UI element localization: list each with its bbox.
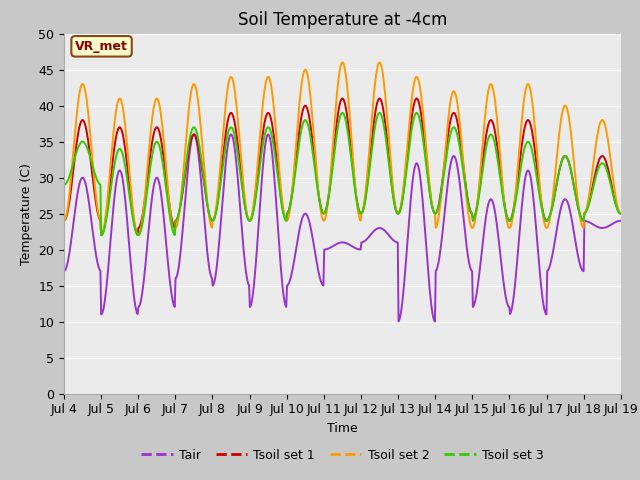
- Tair: [431, 319, 439, 324]
- Tair: [190, 132, 198, 137]
- Tair: [428, 300, 435, 306]
- Tsoil set 3: [70, 157, 78, 163]
- Tsoil set 3: [185, 142, 193, 147]
- Tsoil set 1: [214, 195, 222, 201]
- Tsoil set 1: [70, 161, 78, 167]
- Tair: [617, 218, 625, 224]
- Tair: [411, 164, 419, 170]
- Tair: [214, 251, 222, 257]
- Tair: [127, 268, 135, 274]
- Tsoil set 2: [428, 200, 436, 206]
- Tsoil set 2: [97, 232, 105, 238]
- Tsoil set 1: [97, 232, 105, 238]
- Title: Soil Temperature at -4cm: Soil Temperature at -4cm: [237, 11, 447, 29]
- Y-axis label: Temperature (C): Temperature (C): [20, 163, 33, 264]
- Tsoil set 2: [412, 75, 419, 81]
- X-axis label: Time: Time: [327, 422, 358, 435]
- Tsoil set 2: [617, 211, 625, 216]
- Tsoil set 1: [128, 206, 136, 212]
- Line: Tsoil set 2: Tsoil set 2: [64, 62, 621, 235]
- Tsoil set 2: [70, 141, 78, 146]
- Tsoil set 1: [617, 211, 625, 216]
- Legend: Tair, Tsoil set 1, Tsoil set 2, Tsoil set 3: Tair, Tsoil set 1, Tsoil set 2, Tsoil se…: [136, 444, 548, 467]
- Tsoil set 1: [428, 202, 436, 207]
- Tsoil set 3: [428, 203, 436, 209]
- Tsoil set 1: [185, 147, 193, 153]
- Text: VR_met: VR_met: [75, 40, 128, 53]
- Tsoil set 1: [411, 98, 419, 104]
- Tsoil set 3: [60, 182, 68, 188]
- Tsoil set 2: [375, 60, 383, 65]
- Tsoil set 3: [214, 198, 222, 204]
- Tsoil set 3: [128, 211, 136, 217]
- Line: Tair: Tair: [64, 134, 621, 322]
- Tsoil set 1: [60, 218, 68, 224]
- Tair: [70, 216, 78, 221]
- Tsoil set 3: [97, 232, 105, 238]
- Tsoil set 2: [128, 199, 136, 205]
- Tsoil set 2: [60, 218, 68, 224]
- Tsoil set 3: [617, 211, 625, 216]
- Line: Tsoil set 1: Tsoil set 1: [64, 98, 621, 235]
- Tsoil set 3: [413, 110, 420, 116]
- Tsoil set 3: [411, 112, 419, 118]
- Tsoil set 2: [185, 108, 193, 113]
- Line: Tsoil set 3: Tsoil set 3: [64, 113, 621, 235]
- Tair: [184, 166, 192, 171]
- Tsoil set 2: [214, 188, 222, 193]
- Tair: [60, 268, 68, 274]
- Tsoil set 1: [413, 96, 420, 101]
